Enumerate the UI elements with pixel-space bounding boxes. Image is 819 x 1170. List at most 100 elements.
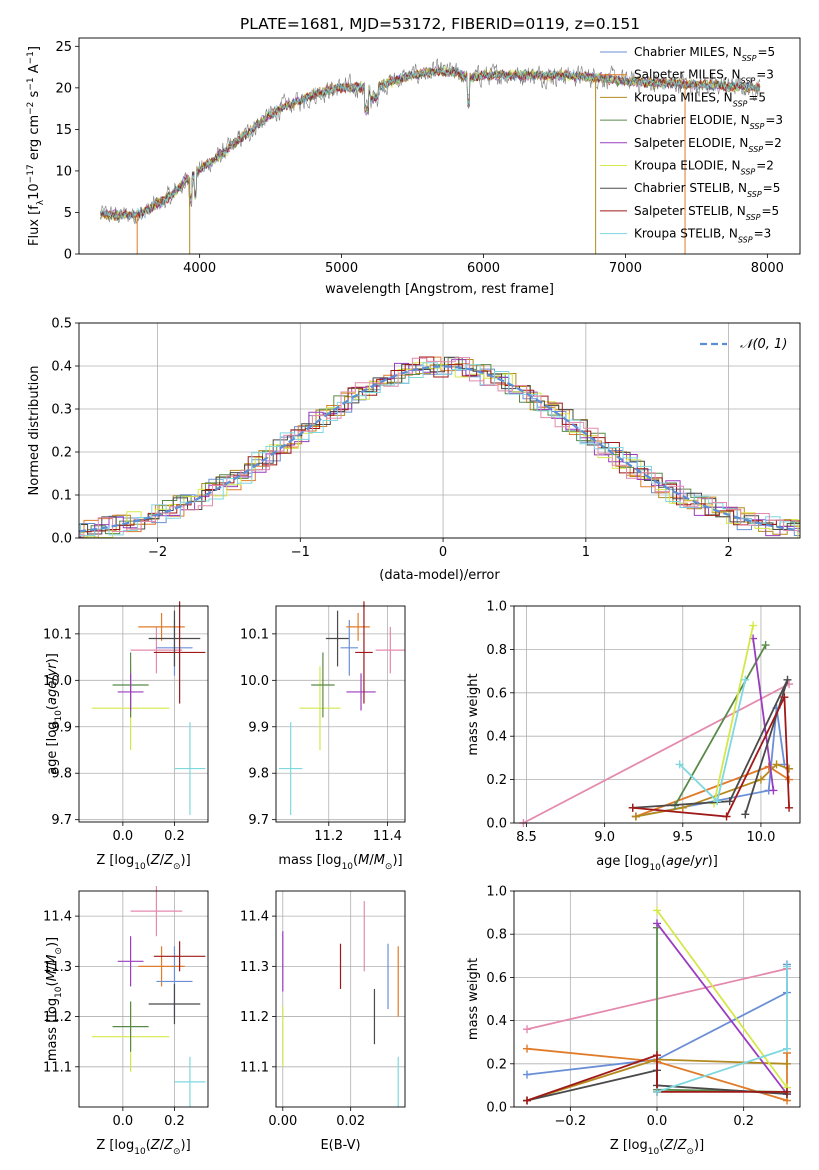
x-tick-label: 0.02 [336, 1114, 365, 1129]
y-tick-label: 0.4 [486, 730, 507, 745]
x-tick-label: 5000 [325, 261, 358, 276]
weight-line-salpeter-elodie [656, 922, 788, 1095]
y-tick-label: 0.0 [486, 1101, 507, 1116]
y-tick-label: 0.8 [486, 643, 507, 658]
weight-marker [653, 1051, 661, 1060]
weight-marker [722, 812, 731, 821]
x-axis-label: mass [log10(M/M⊙)] [278, 853, 402, 872]
y-tick-label: 1.0 [486, 885, 507, 900]
plots-layer: 4000 5000 6000 7000 8000 0 5 10 15 20 25 wavelength… [26, 37, 801, 1157]
axes-frame [78, 37, 801, 255]
y-tick-label: 10.0 [240, 674, 269, 689]
y-tick-label: 15 [55, 123, 72, 138]
y-tick-label: 11.2 [43, 1010, 72, 1025]
weight-marker [523, 1025, 531, 1034]
y-tick-label: 11.3 [240, 960, 269, 975]
x-axis-label: E(B-V) [320, 1138, 360, 1153]
y-axis-label: mass [log10(M/M⊙)] [45, 937, 64, 1061]
legend-entry: Chabrier STELIB, NSSP=5 [634, 181, 780, 199]
y-tick-label: 0.3 [51, 403, 72, 418]
histogram-step [79, 362, 800, 537]
weight-line-salpeter-stelib [632, 696, 790, 818]
weight-marker [628, 803, 637, 812]
histogram-step [79, 359, 800, 538]
x-tick-label: 9.0 [594, 830, 615, 845]
y-axis-label: mass weight [466, 673, 481, 755]
legend-entry: Salpeter MILES, NSSP=3 [634, 68, 774, 86]
weight-marker [769, 786, 778, 795]
x-tick-label: 0.0 [113, 1114, 134, 1129]
y-tick-label: 0 [64, 248, 72, 263]
y-tick-label: 0.2 [486, 1057, 507, 1072]
weight-marker [756, 775, 765, 784]
x-tick-label: 6000 [467, 261, 500, 276]
y-tick-label: 0.6 [486, 971, 507, 986]
histogram-step [79, 359, 800, 538]
x-tick-label: −1 [291, 545, 310, 560]
x-tick-label: 0.0 [647, 1114, 668, 1129]
x-tick-label: 8.5 [516, 830, 537, 845]
panel-spectrum: 4000 5000 6000 7000 8000 0 5 10 15 20 25 wavelength… [26, 37, 801, 297]
weight-line-kroupa-elodie [656, 909, 788, 1089]
x-tick-label: −0.2 [555, 1114, 587, 1129]
y-tick-label: 9.8 [248, 767, 269, 782]
x-tick-label: 10.0 [746, 830, 775, 845]
x-tick-label: 7000 [609, 261, 642, 276]
weight-marker [783, 675, 792, 684]
y-tick-label: 11.4 [43, 910, 72, 925]
weight-marker [631, 812, 640, 821]
axes-frame [78, 605, 209, 823]
axes-frame [513, 605, 801, 824]
weight-marker [772, 760, 781, 769]
histogram-step [79, 356, 800, 533]
x-axis-label: wavelength [Angstrom, rest frame] [325, 282, 554, 297]
weight-marker [783, 1087, 791, 1096]
y-tick-label: 10 [55, 164, 72, 179]
weight-line-salpeter-elodie [752, 638, 775, 791]
weight-marker [523, 1096, 531, 1105]
y-tick-label: 25 [55, 40, 72, 55]
legend-entry: Chabrier MILES, NSSP=5 [634, 45, 775, 63]
y-tick-label: 1.0 [486, 600, 507, 615]
y-tick-label: 9.9 [51, 720, 72, 735]
weight-marker [785, 764, 794, 773]
axes-frame [275, 605, 406, 823]
weight-marker [741, 675, 750, 684]
weight-marker [780, 693, 789, 702]
x-tick-label: 11.4 [373, 829, 402, 844]
weight-marker [783, 1059, 791, 1068]
weight-marker [713, 797, 722, 806]
x-axis-label: Z [log10(Z/Z⊙)] [610, 1138, 704, 1157]
panel-age-vs-mass: 11.2 11.4 9.7 9.8 9.9 10.0 10.1 mass [log10(M/M… [240, 601, 406, 872]
weight-line-extra_pink [522, 683, 790, 824]
normal-curve [79, 365, 799, 533]
y-tick-label: 0.8 [486, 928, 507, 943]
x-tick-label: 0.2 [164, 1114, 185, 1129]
y-tick-label: 5 [64, 206, 72, 221]
weight-line-salpeter-miles [526, 1047, 788, 1102]
x-tick-label: 4000 [183, 261, 216, 276]
panel-mass-vs-Z: 0.0 0.2 11.1 11.2 11.3 11.4 Z [log10(Z/Z⊙)] mas… [43, 885, 209, 1157]
panel-age-vs-Z: 0.0 0.2 9.7 9.8 9.9 10.0 10.1 Z [log10(Z/Z⊙)] ag… [43, 601, 209, 872]
weight-marker [764, 762, 773, 771]
x-tick-label: 0.2 [164, 829, 185, 844]
weight-marker [761, 641, 770, 650]
y-tick-label: 11.1 [240, 1060, 269, 1075]
series-line-kroupa-stelib [100, 67, 761, 220]
axes-frame [275, 890, 406, 1108]
weight-line-salpeter-stelib [526, 1053, 787, 1102]
y-tick-label: 20 [55, 81, 72, 96]
y-tick-label: 11.4 [240, 910, 269, 925]
weight-marker [523, 1070, 531, 1079]
y-tick-label: 11.1 [43, 1060, 72, 1075]
y-tick-label: 9.7 [51, 813, 72, 828]
x-tick-label: 8000 [751, 261, 784, 276]
weight-marker [725, 797, 734, 806]
y-tick-label: 0.2 [486, 773, 507, 788]
x-axis-label: age [log10(age/yr)] [596, 854, 718, 873]
x-tick-label: 11.2 [314, 829, 343, 844]
weight-marker [653, 919, 661, 928]
y-tick-label: 10.1 [43, 627, 72, 642]
legend-entry: Kroupa ELODIE, NSSP=2 [634, 159, 774, 177]
